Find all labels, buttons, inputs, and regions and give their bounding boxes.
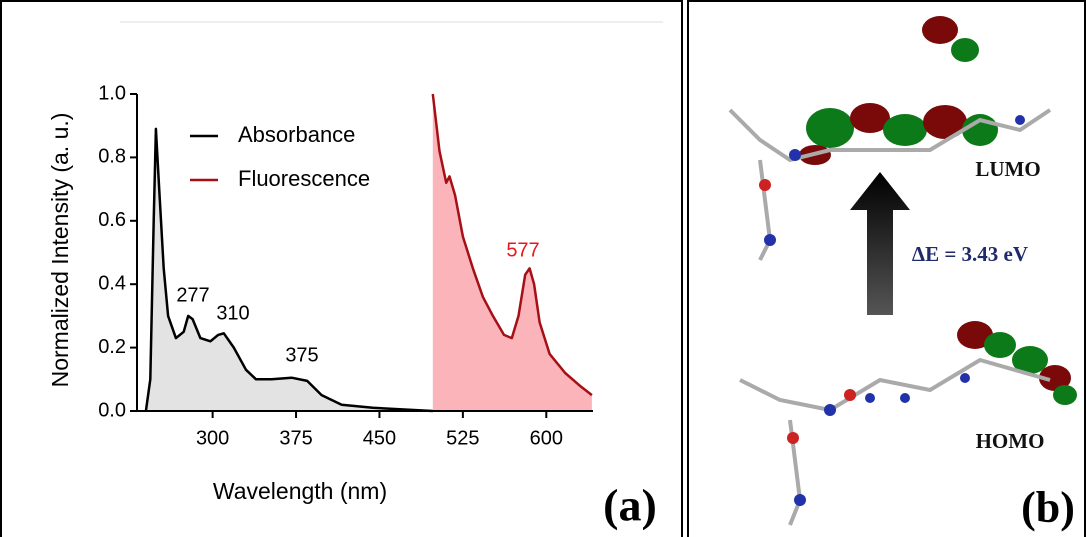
bond-chain [728, 108, 1052, 163]
area-fill [145, 128, 433, 411]
atom [759, 179, 771, 191]
y-tick-label: 0.0 [98, 399, 126, 421]
orbital-lobe [984, 332, 1016, 358]
panel-a-frame [0, 0, 683, 537]
orbital-lobe [1039, 365, 1071, 391]
orbital-lobe [1012, 346, 1048, 374]
annotation: 277 [176, 284, 209, 306]
legend-label: Absorbance [238, 122, 355, 147]
series-line [144, 127, 433, 413]
orbital-lobe [850, 103, 890, 133]
atom [787, 432, 799, 444]
orbital-lobe [883, 114, 927, 146]
annotation: 310 [216, 302, 249, 324]
orbital-lobe [957, 321, 993, 349]
y-axis-title: Normalized Intensity (a. u.) [47, 113, 73, 388]
y-tick-label: 1.0 [98, 82, 126, 104]
legend-label: Fluorescence [238, 166, 370, 191]
atom [764, 234, 776, 246]
y-tick-label: 0.6 [98, 209, 126, 231]
atom [824, 404, 836, 416]
annotation: 577 [506, 239, 539, 261]
orbital-lobe [951, 38, 979, 62]
x-tick-label: 450 [363, 427, 396, 449]
molecule [728, 16, 1077, 526]
series-line [431, 93, 593, 397]
atom [844, 389, 856, 401]
annotation: 375 [285, 344, 318, 366]
atom [960, 373, 970, 383]
orbital-lobe [1053, 385, 1077, 405]
energy-arrow [850, 172, 910, 315]
orbital-lobe [922, 16, 958, 44]
lumo-label: LUMO [975, 157, 1040, 181]
x-tick-label: 525 [446, 427, 479, 449]
homo-label: HOMO [976, 429, 1045, 453]
x-tick-label: 600 [530, 427, 563, 449]
orbital-lobe [806, 108, 854, 148]
atom [789, 149, 801, 161]
y-tick-label: 0.4 [98, 272, 126, 294]
area-fill [432, 94, 592, 411]
y-tick-label: 0.2 [98, 336, 126, 358]
atom [900, 393, 910, 403]
atom [865, 393, 875, 403]
panel-b-frame [687, 0, 1086, 537]
atom [1015, 115, 1025, 125]
panel-label: (a) [603, 480, 657, 531]
bond-chain [739, 357, 1051, 413]
atom [794, 494, 806, 506]
x-tick-label: 375 [279, 427, 312, 449]
orbital-lobe [923, 105, 967, 139]
panel-label: (b) [1021, 483, 1075, 532]
x-axis-title: Wavelength (nm) [213, 478, 387, 504]
gap-label: ΔE = 3.43 eV [912, 242, 1028, 266]
y-tick-label: 0.8 [98, 146, 126, 168]
x-tick-label: 300 [196, 427, 229, 449]
